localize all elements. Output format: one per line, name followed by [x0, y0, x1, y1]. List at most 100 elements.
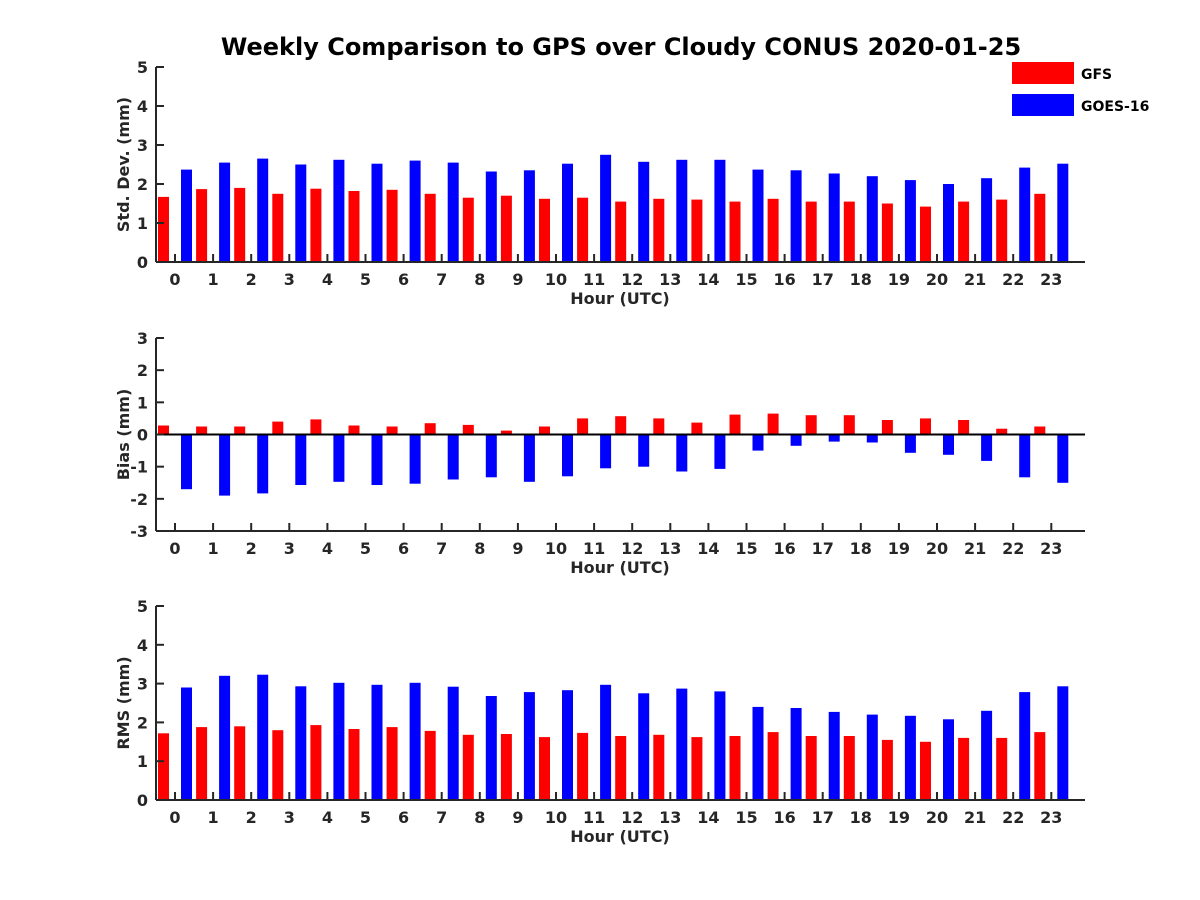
bar-std-dev-gfs-3 [272, 193, 284, 263]
y-tick-label-bias: 0 [137, 426, 148, 445]
y-tick-label-rms: 1 [137, 752, 148, 771]
x-tick-label-std-dev: 11 [583, 270, 605, 289]
bar-bias-goes-16-4 [333, 434, 345, 482]
bar-rms-goes-16-13 [676, 688, 688, 800]
bar-std-dev-goes-16-20 [943, 184, 954, 262]
bar-bias-goes-16-9 [523, 434, 535, 482]
bar-bias-gfs-5 [348, 425, 360, 435]
bar-bias-goes-16-6 [409, 434, 421, 484]
bar-rms-gfs-2 [234, 726, 246, 800]
bar-rms-goes-16-8 [485, 696, 497, 800]
bar-std-dev-goes-16-1 [219, 162, 231, 262]
bar-std-dev-gfs-7 [424, 193, 436, 263]
x-tick-label-std-dev: 2 [246, 270, 257, 289]
x-tick-label-bias: 3 [284, 539, 295, 558]
bar-std-dev-gfs-16 [767, 198, 779, 262]
x-tick-label-bias: 23 [1040, 539, 1062, 558]
bar-rms-goes-16-22 [1019, 692, 1031, 800]
bar-rms-gfs-13 [653, 734, 665, 800]
x-axis-label-rms: Hour (UTC) [570, 827, 670, 846]
x-tick-label-std-dev: 12 [621, 270, 643, 289]
bar-rms-gfs-14 [691, 737, 703, 800]
bar-rms-gfs-0 [158, 733, 169, 800]
bar-bias-goes-16-19 [904, 434, 916, 453]
bar-std-dev-gfs-13 [653, 198, 665, 262]
bar-bias-gfs-23 [1034, 426, 1046, 435]
bar-rms-goes-16-15 [752, 706, 764, 800]
bar-std-dev-goes-16-10 [562, 163, 573, 262]
bar-rms-gfs-9 [500, 734, 512, 800]
x-tick-label-std-dev: 10 [545, 270, 567, 289]
legend-swatch-gfs [1012, 62, 1074, 84]
x-tick-label-bias: 20 [926, 539, 948, 558]
x-tick-label-rms: 22 [1002, 808, 1024, 827]
x-tick-label-bias: 15 [735, 539, 757, 558]
bar-rms-goes-16-21 [981, 710, 993, 800]
bar-std-dev-goes-16-16 [790, 170, 802, 262]
bar-bias-goes-16-13 [676, 434, 688, 472]
bar-rms-gfs-23 [1034, 732, 1046, 800]
bar-bias-gfs-19 [881, 420, 893, 435]
bar-bias-goes-16-7 [447, 434, 459, 480]
bar-rms-gfs-21 [958, 737, 970, 800]
x-tick-label-bias: 18 [850, 539, 872, 558]
bar-std-dev-goes-16-18 [866, 176, 878, 262]
x-axis-label-bias: Hour (UTC) [570, 558, 670, 577]
legend-label-goes-16: GOES-16 [1081, 99, 1149, 115]
x-tick-label-bias: 19 [888, 539, 910, 558]
bar-rms-gfs-11 [577, 732, 589, 800]
y-axis-label-bias: Bias (mm) [114, 389, 133, 481]
x-tick-label-rms: 20 [926, 808, 948, 827]
x-tick-label-rms: 23 [1040, 808, 1062, 827]
bar-rms-gfs-4 [310, 725, 322, 800]
x-tick-label-bias: 2 [246, 539, 257, 558]
bar-rms-gfs-1 [196, 727, 208, 800]
bar-bias-goes-16-1 [219, 434, 231, 496]
bar-rms-goes-16-2 [257, 674, 269, 800]
bar-std-dev-goes-16-12 [638, 161, 650, 262]
y-axis-label-rms: RMS (mm) [114, 656, 133, 749]
x-tick-label-bias: 9 [512, 539, 523, 558]
bar-bias-goes-16-8 [485, 434, 497, 478]
x-tick-label-bias: 8 [474, 539, 485, 558]
bar-std-dev-gfs-23 [1034, 193, 1046, 263]
bar-std-dev-gfs-1 [196, 189, 208, 262]
x-tick-label-std-dev: 7 [436, 270, 447, 289]
x-tick-label-rms: 14 [697, 808, 719, 827]
x-tick-label-rms: 4 [322, 808, 333, 827]
y-tick-label-std-dev: 0 [137, 253, 148, 272]
bar-rms-gfs-22 [996, 737, 1008, 800]
bar-bias-goes-16-22 [1019, 434, 1031, 478]
x-tick-label-std-dev: 13 [659, 270, 681, 289]
bar-bias-goes-16-23 [1057, 434, 1069, 483]
y-tick-label-std-dev: 2 [137, 175, 148, 194]
bar-std-dev-gfs-19 [881, 203, 893, 262]
bar-bias-goes-16-18 [866, 434, 878, 443]
x-tick-label-rms: 9 [512, 808, 523, 827]
bar-bias-gfs-17 [805, 415, 817, 435]
x-tick-label-std-dev: 17 [812, 270, 834, 289]
bar-std-dev-gfs-17 [805, 201, 817, 262]
x-tick-label-std-dev: 0 [169, 270, 180, 289]
x-axis-label-std-dev: Hour (UTC) [570, 289, 670, 308]
x-tick-label-std-dev: 5 [360, 270, 371, 289]
x-tick-label-bias: 1 [208, 539, 219, 558]
bar-rms-gfs-18 [843, 736, 855, 800]
x-tick-label-bias: 14 [697, 539, 719, 558]
x-tick-label-rms: 12 [621, 808, 643, 827]
x-tick-label-std-dev: 8 [474, 270, 485, 289]
x-tick-label-rms: 2 [246, 808, 257, 827]
bar-bias-goes-16-0 [181, 434, 192, 490]
bar-rms-gfs-19 [881, 739, 893, 800]
bar-std-dev-goes-16-9 [523, 170, 535, 262]
bar-rms-gfs-6 [386, 727, 398, 800]
chart-title: Weekly Comparison to GPS over Cloudy CON… [221, 33, 1021, 61]
x-tick-label-rms: 15 [735, 808, 757, 827]
bar-std-dev-gfs-11 [577, 197, 589, 262]
bar-std-dev-gfs-9 [500, 195, 512, 262]
bar-bias-goes-16-20 [943, 434, 954, 455]
bar-std-dev-gfs-20 [920, 206, 931, 262]
bar-bias-gfs-21 [958, 420, 970, 435]
